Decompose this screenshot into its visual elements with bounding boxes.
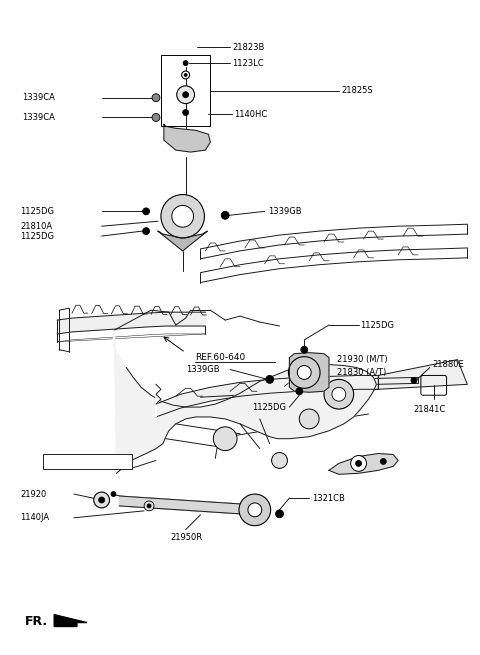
Text: 21810A: 21810A [21,221,53,231]
Circle shape [177,86,194,103]
Text: 1125DG: 1125DG [21,232,55,240]
Text: 1123LC: 1123LC [232,58,264,67]
Circle shape [161,195,204,238]
Circle shape [111,492,116,496]
Circle shape [183,92,189,98]
Polygon shape [57,312,205,334]
Circle shape [356,460,361,466]
Polygon shape [164,124,210,152]
Text: REF.60-640: REF.60-640 [195,353,246,362]
Text: 1125DG: 1125DG [21,207,55,216]
Polygon shape [378,360,468,389]
Text: 21950R: 21950R [171,533,203,542]
Text: 21930 (M/T): 21930 (M/T) [337,355,387,364]
Circle shape [221,212,229,219]
Circle shape [147,504,151,508]
Circle shape [248,503,262,517]
Circle shape [184,73,187,77]
Text: 21823B: 21823B [232,43,264,52]
Circle shape [213,427,237,451]
Circle shape [296,388,303,395]
Text: 21825S: 21825S [342,86,373,95]
Circle shape [143,228,150,234]
Circle shape [351,455,367,472]
Circle shape [380,458,386,464]
Polygon shape [158,231,207,251]
Text: 1339CA: 1339CA [23,93,55,102]
Text: 1339CA: 1339CA [23,113,55,122]
Text: FR.: FR. [24,615,48,628]
Circle shape [300,409,319,429]
Text: 1339GB: 1339GB [268,207,301,216]
Circle shape [183,109,189,115]
Circle shape [272,453,288,468]
Polygon shape [120,496,255,515]
Circle shape [276,510,284,517]
Text: 1125DG: 1125DG [360,320,395,329]
Text: 21841C: 21841C [413,405,445,413]
Text: 21830 (A/T): 21830 (A/T) [337,368,386,377]
FancyBboxPatch shape [43,453,132,470]
Text: 1339GB: 1339GB [186,365,219,374]
Circle shape [297,365,311,379]
Circle shape [143,208,150,215]
Text: 21920: 21920 [21,489,47,498]
Text: 1321CB: 1321CB [312,493,345,502]
Polygon shape [54,614,87,626]
Circle shape [183,61,188,66]
Text: 1140HC: 1140HC [234,110,267,119]
Circle shape [332,387,346,401]
Circle shape [99,497,105,503]
Text: REF.60-624: REF.60-624 [49,457,96,466]
Circle shape [288,357,320,388]
Circle shape [301,346,308,353]
Text: 1125DG: 1125DG [252,403,286,411]
Circle shape [266,375,274,383]
Circle shape [182,71,190,79]
Text: 21880E: 21880E [433,360,465,369]
Polygon shape [113,330,376,474]
Polygon shape [289,352,329,392]
Circle shape [152,113,160,121]
Circle shape [324,379,354,409]
Circle shape [411,377,417,383]
Circle shape [94,492,109,508]
Text: 1140JA: 1140JA [21,514,50,522]
Polygon shape [329,453,398,474]
Circle shape [152,94,160,102]
Circle shape [144,501,154,511]
Circle shape [239,494,271,526]
Circle shape [172,206,193,227]
Polygon shape [156,375,378,417]
Polygon shape [156,384,161,417]
